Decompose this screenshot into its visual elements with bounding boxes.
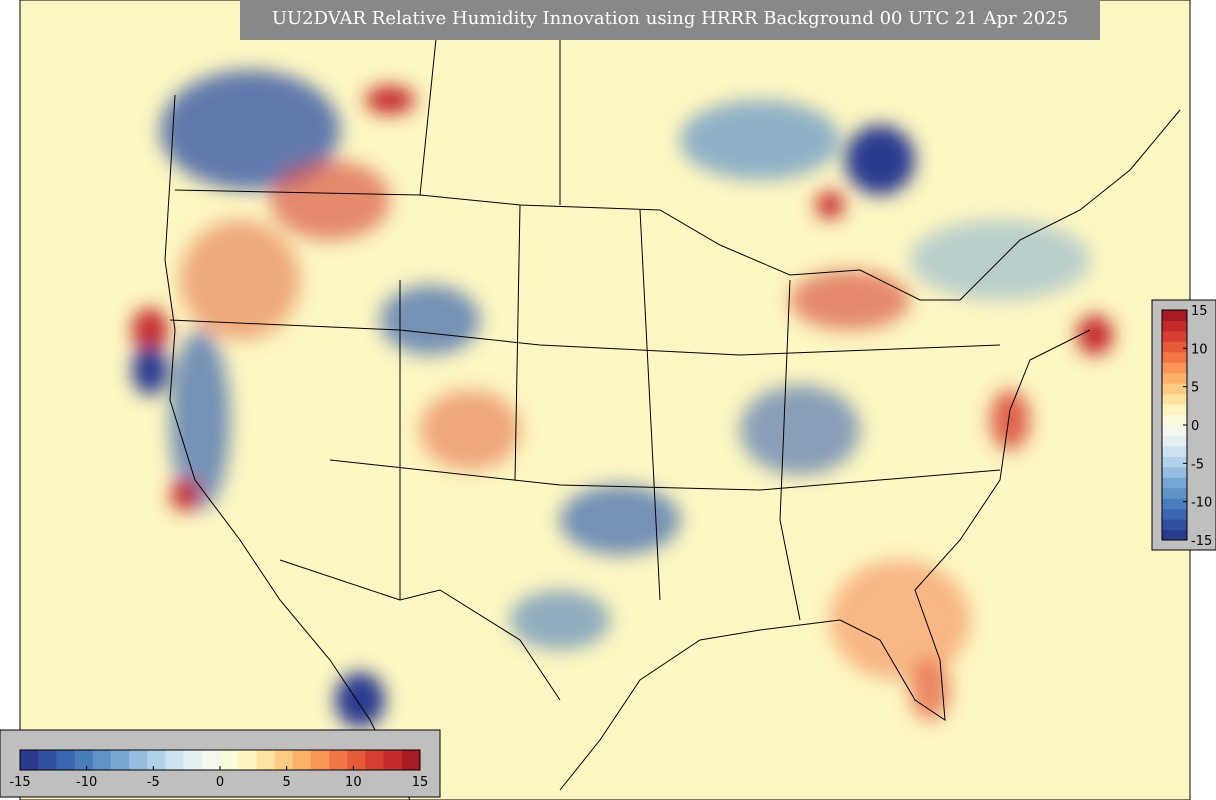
colorbar-tick-label: 0: [1191, 419, 1199, 434]
title-box: [240, 0, 1100, 40]
colorbar-segment: [1162, 477, 1187, 489]
colorbar-tick-label: 0: [216, 775, 224, 790]
colorbar-segment: [1162, 435, 1187, 447]
colorbar-segment: [310, 750, 330, 770]
colorbar-segment: [1162, 425, 1187, 436]
boundaries: [164, 0, 1181, 800]
colorbar-segment: [256, 750, 276, 770]
colorbar-segment: [238, 750, 257, 770]
colorbar-segment: [147, 750, 166, 770]
colorbar-segment: [1162, 498, 1187, 510]
colorbar-tick-label: 10: [1191, 342, 1208, 357]
colorbar-segment: [129, 750, 148, 770]
colorbar-segment: [92, 750, 112, 770]
colorbar-tick-label: -10: [76, 775, 97, 790]
colorbar-segment: [329, 750, 348, 770]
colorbar-segment: [1162, 487, 1187, 499]
colorbar-segment: [1162, 519, 1187, 531]
colorbar-segment: [1162, 445, 1187, 457]
colorbar-segment: [1162, 341, 1187, 353]
colorbar-segment: [1162, 330, 1187, 342]
colorbar-segment: [220, 750, 239, 770]
map-title: UU2DVAR Relative Humidity Innovation usi…: [272, 8, 1068, 29]
colorbar-tick-label: 15: [1191, 304, 1208, 319]
colorbar-segment: [1162, 320, 1187, 332]
colorbar-segment: [165, 750, 185, 770]
colorbar-segment: [274, 750, 294, 770]
colorbar-tick-label: 10: [345, 775, 362, 790]
colorbar-segment: [1162, 351, 1187, 363]
colorbar-segment: [201, 750, 221, 770]
colorbar-tick-label: -10: [1191, 496, 1212, 511]
colorbar-segment: [292, 750, 312, 770]
colorbar-segment: [401, 750, 421, 770]
colorbar-segment: [1162, 310, 1187, 321]
colorbar-segment: [38, 750, 57, 770]
colorbar-segment: [347, 750, 366, 770]
colorbar-segment: [1162, 456, 1187, 468]
colorbar-segment: [1162, 393, 1187, 405]
colorbar-segment: [1162, 529, 1187, 541]
colorbar-segment: [1162, 383, 1187, 395]
colorbar-segment: [365, 750, 385, 770]
colorbar-tick-label: 15: [412, 775, 429, 790]
colorbar-segment: [1162, 372, 1187, 384]
horizontal-colorbar: -15 -10 -5 0 5 10 15: [9, 749, 429, 790]
vertical-colorbar: -15 -10 -5 0 5 10 15: [1161, 304, 1212, 549]
colorbar-tick-label: -15: [9, 775, 30, 790]
colorbar-segment: [1162, 414, 1187, 426]
colorbar-tick-label: -5: [147, 775, 160, 790]
colorbar-tick-label: 5: [1191, 381, 1199, 396]
colorbar-segment: [1162, 362, 1187, 374]
colorbar-segment: [20, 750, 39, 770]
colorbar-segment: [56, 750, 76, 770]
innovation-field: [132, 70, 1113, 728]
colorbar-segment: [183, 750, 203, 770]
colorbar-tick-label: 5: [283, 775, 291, 790]
colorbar-segment: [74, 750, 94, 770]
colorbar-tick-label: -15: [1191, 534, 1212, 549]
colorbar-segment: [1162, 404, 1187, 416]
colorbar-tick-label: -5: [1191, 457, 1204, 472]
colorbar-segment: [110, 750, 130, 770]
colorbar-segment: [1162, 466, 1187, 478]
colorbar-segment: [1162, 508, 1187, 520]
colorbar-segment: [383, 750, 403, 770]
